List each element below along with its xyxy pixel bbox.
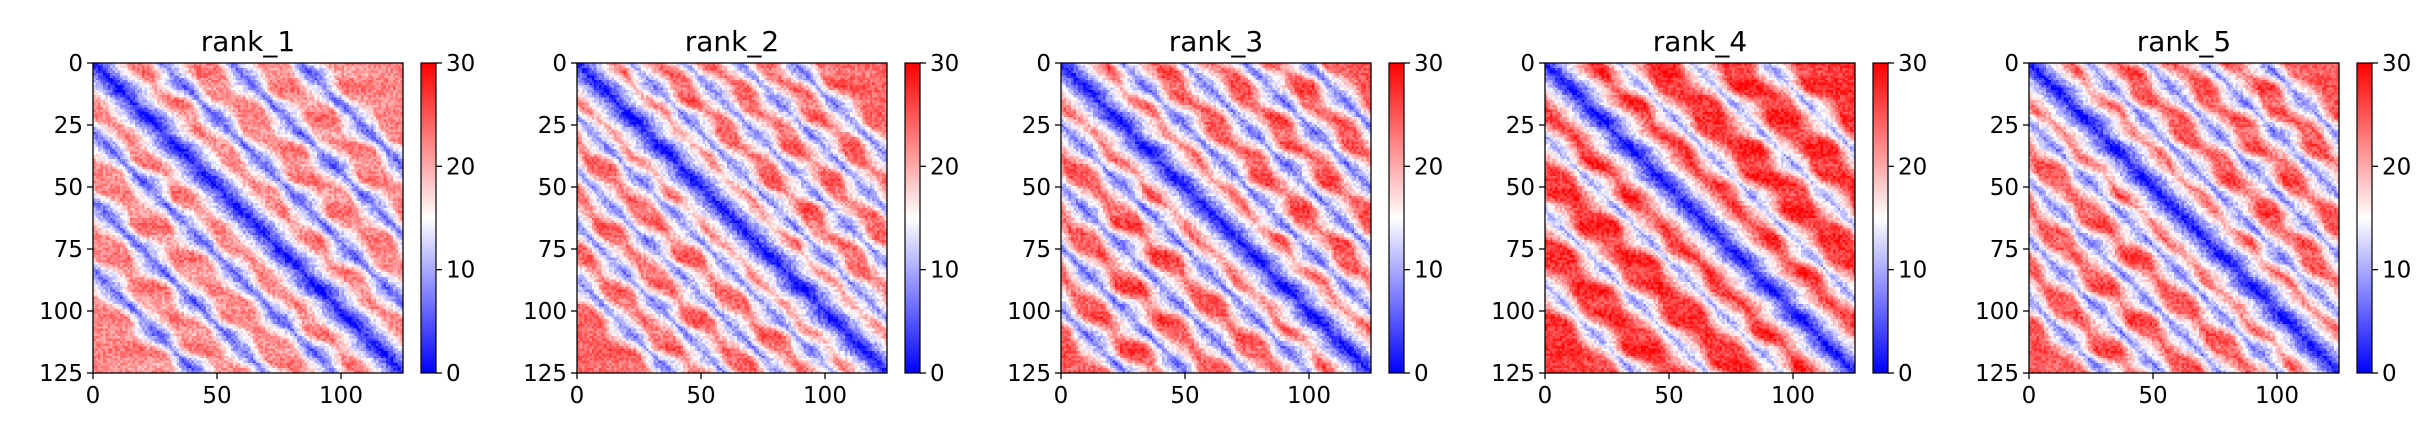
y-tick-label: 25	[1022, 113, 1051, 139]
y-tick-label: 25	[1506, 113, 1535, 139]
x-tick-label: 0	[2022, 383, 2037, 409]
x-tick-label: 0	[1538, 383, 1553, 409]
y-tick-label: 0	[1036, 51, 1051, 77]
heatmap-image	[577, 63, 887, 373]
y-tick-label: 100	[1491, 299, 1535, 325]
colorbar-tick-label: 20	[2382, 154, 2411, 180]
y-tick-label: 25	[1990, 113, 2019, 139]
y-tick-label: 125	[39, 361, 83, 387]
colorbar-tick-label: 20	[1898, 154, 1927, 180]
colorbar-frame	[420, 62, 437, 374]
x-tick-label: 0	[86, 383, 101, 409]
y-tick-label: 0	[2004, 51, 2019, 77]
y-tick-label: 25	[538, 113, 567, 139]
heatmap-image	[1061, 63, 1371, 373]
colorbar-tick-label: 30	[1898, 51, 1927, 77]
colorbar-tick-label: 30	[446, 51, 475, 77]
x-tick-label: 100	[803, 383, 847, 409]
colorbar-tick-label: 0	[446, 361, 461, 387]
y-tick-label: 0	[552, 51, 567, 77]
x-tick-label: 100	[2255, 383, 2299, 409]
y-tick-label: 0	[1520, 51, 1535, 77]
x-tick-label: 100	[1771, 383, 1815, 409]
y-tick-label: 25	[54, 113, 83, 139]
y-tick-label: 0	[68, 51, 83, 77]
y-tick-label: 125	[523, 361, 567, 387]
colorbar-tick-label: 0	[1898, 361, 1913, 387]
colorbar-tick-label: 10	[446, 258, 475, 284]
y-tick-label: 100	[1007, 299, 1051, 325]
y-tick-label: 100	[39, 299, 83, 325]
colorbar-tick-label: 0	[2382, 361, 2397, 387]
y-tick-label: 50	[1990, 175, 2019, 201]
x-tick-label: 50	[686, 383, 715, 409]
y-tick-label: 50	[54, 175, 83, 201]
heatmap-image	[2029, 63, 2339, 373]
chart-title: rank_2	[685, 25, 779, 58]
x-tick-label: 50	[1170, 383, 1199, 409]
colorbar-tick-label: 0	[1414, 361, 1429, 387]
colorbar	[905, 63, 920, 373]
y-tick-label: 125	[1491, 361, 1535, 387]
colorbar-tick-label: 10	[2382, 258, 2411, 284]
chart-title: rank_3	[1169, 25, 1263, 58]
x-tick-label: 50	[2138, 383, 2167, 409]
chart-title: rank_1	[201, 25, 295, 58]
axes-frame	[1544, 62, 1856, 374]
colorbar-frame	[1388, 62, 1405, 374]
colorbar-tick-label: 10	[930, 258, 959, 284]
chart-title: rank_5	[2137, 25, 2231, 58]
y-tick-label: 50	[1022, 175, 1051, 201]
x-tick-label: 100	[319, 383, 363, 409]
y-tick-label: 50	[538, 175, 567, 201]
y-tick-label: 125	[1975, 361, 2019, 387]
heatmap-image	[1545, 63, 1855, 373]
colorbar	[421, 63, 436, 373]
y-tick-label: 75	[1990, 237, 2019, 263]
colorbar	[1873, 63, 1888, 373]
y-tick-label: 75	[1506, 237, 1535, 263]
y-tick-label: 100	[523, 299, 567, 325]
x-tick-label: 0	[570, 383, 585, 409]
colorbar-tick-label: 30	[1414, 51, 1443, 77]
y-tick-label: 75	[54, 237, 83, 263]
colorbar-tick-label: 20	[1414, 154, 1443, 180]
colorbar-frame	[904, 62, 921, 374]
colorbar-tick-label: 30	[930, 51, 959, 77]
y-tick-label: 50	[1506, 175, 1535, 201]
x-tick-label: 0	[1054, 383, 1069, 409]
y-tick-label: 75	[538, 237, 567, 263]
colorbar-tick-label: 10	[1414, 258, 1443, 284]
x-tick-label: 50	[202, 383, 231, 409]
axes-frame	[2028, 62, 2340, 374]
x-tick-label: 50	[1654, 383, 1683, 409]
axes-frame	[576, 62, 888, 374]
colorbar-tick-label: 0	[930, 361, 945, 387]
colorbar-frame	[2356, 62, 2373, 374]
colorbar-tick-label: 30	[2382, 51, 2411, 77]
chart-title: rank_4	[1653, 25, 1747, 58]
y-tick-label: 75	[1022, 237, 1051, 263]
axes-frame	[92, 62, 404, 374]
colorbar-tick-label: 10	[1898, 258, 1927, 284]
colorbar-frame	[1872, 62, 1889, 374]
colorbar-tick-label: 20	[446, 154, 475, 180]
colorbar-tick-label: 20	[930, 154, 959, 180]
colorbar	[1389, 63, 1404, 373]
heatmap-image	[93, 63, 403, 373]
y-tick-label: 100	[1975, 299, 2019, 325]
y-tick-label: 125	[1007, 361, 1051, 387]
colorbar	[2357, 63, 2372, 373]
x-tick-label: 100	[1287, 383, 1331, 409]
axes-frame	[1060, 62, 1372, 374]
